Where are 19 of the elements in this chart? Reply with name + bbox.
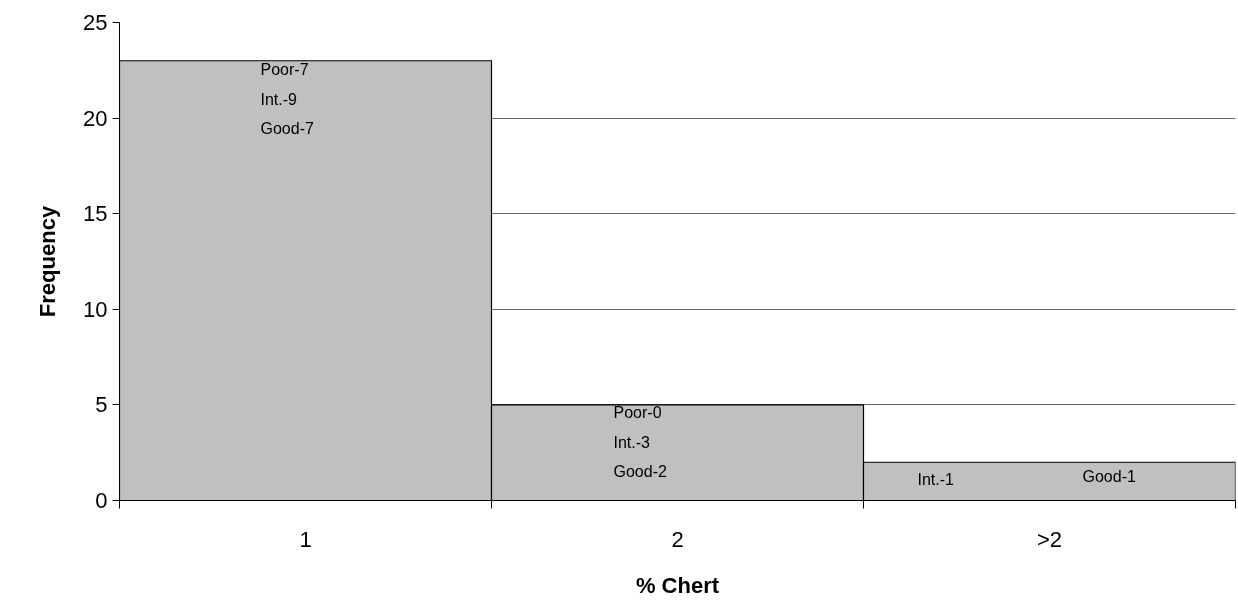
y-tick-label: 25	[83, 10, 108, 35]
y-tick-label: 20	[83, 105, 108, 131]
annotation: Poor-0	[613, 404, 662, 421]
x-tick-label: 1	[299, 526, 312, 552]
annotation: Int.-9	[260, 91, 298, 108]
x-tick-label: 2	[671, 526, 684, 552]
annotation: Good-7	[260, 120, 314, 137]
x-axis-title: % Chert	[635, 572, 720, 598]
annotation: Poor-7	[260, 61, 309, 78]
x-tick-label: >2	[1036, 526, 1063, 552]
annotation: Good-1	[1082, 468, 1136, 485]
annotation: Good-2	[613, 463, 667, 480]
y-tick-label: 5	[95, 392, 108, 418]
annotation: Int.-1	[917, 471, 955, 488]
y-tick-label: 0	[95, 488, 108, 513]
annotation: Int.-3	[613, 434, 651, 451]
y-axis-title: Frequency	[35, 205, 61, 318]
y-tick-label: 10	[83, 296, 108, 322]
y-tick-label: 15	[83, 201, 108, 227]
